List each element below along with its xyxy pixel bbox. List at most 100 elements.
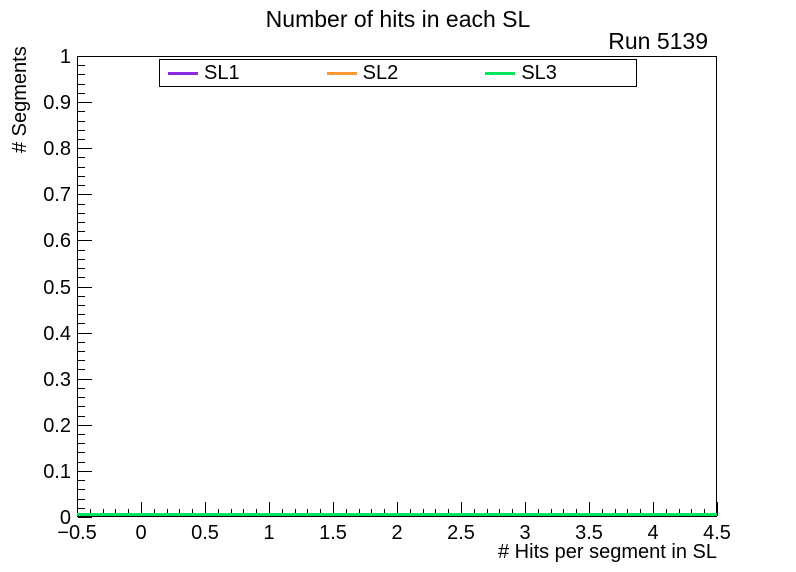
x-minor-tick xyxy=(231,509,232,516)
legend-label-sl2: SL2 xyxy=(362,61,399,84)
y-tick-label: 0.2 xyxy=(43,415,71,437)
x-major-tick xyxy=(205,502,206,516)
x-minor-tick xyxy=(499,509,500,516)
plot-title: Number of hits in each SL xyxy=(265,6,531,32)
y-minor-tick xyxy=(78,250,85,251)
y-minor-tick xyxy=(78,222,85,223)
legend-entry-sl2: SL2 xyxy=(319,60,478,86)
x-minor-tick xyxy=(179,509,180,516)
y-minor-tick xyxy=(78,323,85,324)
legend-box: SL1 SL2 SL3 xyxy=(159,59,637,87)
x-major-tick xyxy=(141,502,142,516)
legend-entry-sl3: SL3 xyxy=(477,60,636,86)
y-minor-tick xyxy=(78,360,85,361)
y-minor-tick xyxy=(78,434,85,435)
y-tick-label: 1 xyxy=(59,46,71,68)
x-minor-tick xyxy=(192,509,193,516)
y-minor-tick xyxy=(78,111,85,112)
x-minor-tick xyxy=(128,509,129,516)
y-minor-tick xyxy=(78,139,85,140)
x-minor-tick xyxy=(512,509,513,516)
y-minor-tick xyxy=(78,388,85,389)
y-minor-tick xyxy=(78,499,85,500)
x-minor-tick xyxy=(115,509,116,516)
x-minor-tick xyxy=(410,509,411,516)
y-minor-tick xyxy=(78,213,85,214)
x-tick-label: 1.5 xyxy=(319,522,347,544)
x-major-tick xyxy=(653,502,654,516)
y-minor-tick xyxy=(78,84,85,85)
x-minor-tick xyxy=(679,509,680,516)
x-axis-title: # Hits per segment in SL xyxy=(498,541,717,563)
y-minor-tick xyxy=(78,489,85,490)
y-axis-title: # Segments xyxy=(9,46,31,153)
x-minor-tick xyxy=(103,509,104,516)
y-minor-tick xyxy=(78,167,85,168)
x-major-tick xyxy=(333,502,334,516)
x-minor-tick xyxy=(90,509,91,516)
x-minor-tick xyxy=(256,509,257,516)
x-major-tick xyxy=(269,502,270,516)
x-minor-tick xyxy=(307,509,308,516)
y-major-tick xyxy=(78,56,92,57)
y-major-tick xyxy=(78,517,92,518)
y-minor-tick xyxy=(78,185,85,186)
x-tick-label: 4.5 xyxy=(703,522,731,544)
y-minor-tick xyxy=(78,342,85,343)
y-minor-tick xyxy=(78,314,85,315)
x-minor-tick xyxy=(627,509,628,516)
x-minor-tick xyxy=(563,509,564,516)
x-tick-label: 4 xyxy=(647,522,659,544)
y-minor-tick xyxy=(78,452,85,453)
y-minor-tick xyxy=(78,397,85,398)
y-minor-tick xyxy=(78,121,85,122)
y-major-tick xyxy=(78,333,92,334)
x-tick-label: 0.5 xyxy=(191,522,219,544)
x-minor-tick xyxy=(576,509,577,516)
x-minor-tick xyxy=(435,509,436,516)
y-minor-tick xyxy=(78,65,85,66)
y-tick-label: 0.8 xyxy=(43,138,71,160)
x-tick-label: 1 xyxy=(263,522,275,544)
x-minor-tick xyxy=(615,509,616,516)
y-tick-label: 0 xyxy=(59,507,71,529)
x-minor-tick xyxy=(218,509,219,516)
y-minor-tick xyxy=(78,231,85,232)
legend-label-sl3: SL3 xyxy=(521,61,557,84)
x-major-tick xyxy=(461,502,462,516)
y-tick-label: 0.6 xyxy=(43,230,71,252)
y-major-tick xyxy=(78,287,92,288)
legend-label-sl1: SL1 xyxy=(204,61,240,84)
y-minor-tick xyxy=(78,268,85,269)
y-minor-tick xyxy=(78,259,85,260)
x-minor-tick xyxy=(487,509,488,516)
x-minor-tick xyxy=(282,509,283,516)
x-tick-label: −0.5 xyxy=(57,522,97,544)
y-minor-tick xyxy=(78,296,85,297)
y-minor-tick xyxy=(78,351,85,352)
y-minor-tick xyxy=(78,130,85,131)
y-minor-tick xyxy=(78,93,85,94)
x-minor-tick xyxy=(359,509,360,516)
x-minor-tick xyxy=(602,509,603,516)
x-minor-tick xyxy=(551,509,552,516)
y-minor-tick xyxy=(78,443,85,444)
legend-line-sl3 xyxy=(485,71,516,75)
y-tick-label: 0.9 xyxy=(43,92,71,114)
x-major-tick xyxy=(589,502,590,516)
x-major-tick xyxy=(397,502,398,516)
x-minor-tick xyxy=(640,509,641,516)
x-minor-tick xyxy=(243,509,244,516)
y-major-tick xyxy=(78,194,92,195)
x-tick-label: 0 xyxy=(135,522,147,544)
x-minor-tick xyxy=(691,509,692,516)
x-minor-tick xyxy=(666,509,667,516)
y-major-tick xyxy=(78,102,92,103)
legend-entry-sl1: SL1 xyxy=(160,60,319,86)
y-major-tick xyxy=(78,425,92,426)
x-minor-tick xyxy=(538,509,539,516)
x-major-tick xyxy=(77,502,78,516)
x-major-tick xyxy=(525,502,526,516)
y-minor-tick xyxy=(78,406,85,407)
run-number-label: Run 5139 xyxy=(608,28,708,54)
